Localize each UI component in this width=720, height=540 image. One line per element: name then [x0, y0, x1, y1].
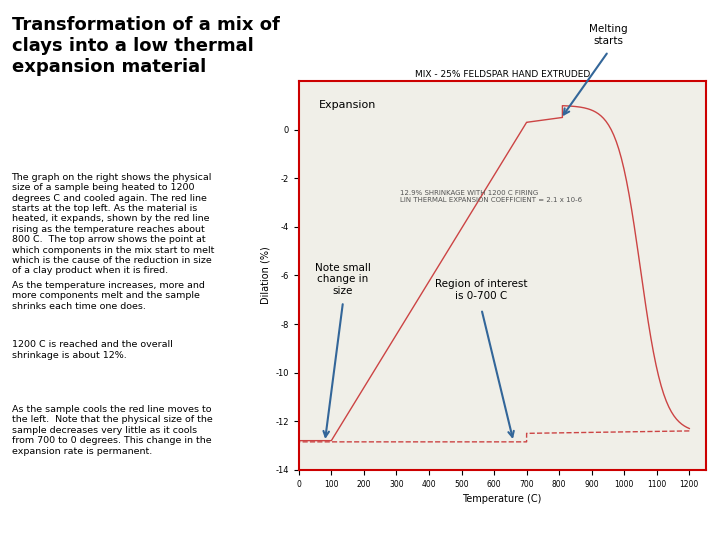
Text: As the sample cools the red line moves to
the left.  Note that the physical size: As the sample cools the red line moves t… — [12, 405, 212, 456]
Text: 12.9% SHRINKAGE WITH 1200 C FIRING
LIN THERMAL EXPANSION COEFFICIENT = 2.1 x 10-: 12.9% SHRINKAGE WITH 1200 C FIRING LIN T… — [400, 190, 582, 203]
Title: MIX - 25% FELDSPAR HAND EXTRUDED: MIX - 25% FELDSPAR HAND EXTRUDED — [415, 70, 590, 79]
X-axis label: Temperature (C): Temperature (C) — [462, 494, 542, 504]
Y-axis label: Dilation (%): Dilation (%) — [260, 247, 270, 304]
Text: Melting
starts: Melting starts — [589, 24, 628, 46]
Text: 1200 C is reached and the overall
shrinkage is about 12%.: 1200 C is reached and the overall shrink… — [12, 340, 172, 360]
Text: Region of interest
is 0-700 C: Region of interest is 0-700 C — [435, 279, 528, 301]
Text: Transformation of a mix of
clays into a low thermal
expansion material: Transformation of a mix of clays into a … — [12, 16, 279, 76]
Text: As the temperature increases, more and
more components melt and the sample
shrin: As the temperature increases, more and m… — [12, 281, 204, 310]
Text: Note small
change in
size: Note small change in size — [315, 263, 371, 296]
Text: Expansion: Expansion — [319, 100, 377, 111]
Text: The graph on the right shows the physical
size of a sample being heated to 1200
: The graph on the right shows the physica… — [12, 173, 214, 275]
